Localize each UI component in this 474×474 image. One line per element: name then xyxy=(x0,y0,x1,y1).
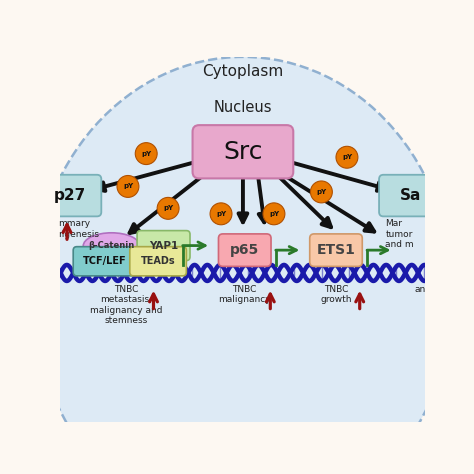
Text: Sa: Sa xyxy=(400,188,421,203)
Text: TEADs: TEADs xyxy=(141,256,175,266)
Circle shape xyxy=(117,175,139,197)
Text: pY: pY xyxy=(163,205,173,211)
FancyBboxPatch shape xyxy=(310,234,362,266)
Ellipse shape xyxy=(33,57,453,474)
Text: p27: p27 xyxy=(54,188,86,203)
FancyBboxPatch shape xyxy=(73,246,135,276)
Text: YAP1: YAP1 xyxy=(149,241,178,251)
Text: an: an xyxy=(414,285,426,294)
FancyBboxPatch shape xyxy=(137,231,190,261)
Circle shape xyxy=(210,203,232,225)
Text: Mar
tumor
and m: Mar tumor and m xyxy=(385,219,414,249)
Text: mmary
rigenesis: mmary rigenesis xyxy=(59,219,100,239)
Text: TNBC
metastasis,
malignancy and
stemness: TNBC metastasis, malignancy and stemness xyxy=(90,285,163,325)
Text: pY: pY xyxy=(216,211,226,217)
Circle shape xyxy=(135,143,157,164)
FancyBboxPatch shape xyxy=(219,234,271,266)
Text: p65: p65 xyxy=(230,243,259,257)
Text: TCF/LEF: TCF/LEF xyxy=(82,256,126,266)
Text: Cytoplasm: Cytoplasm xyxy=(202,64,283,79)
Text: Src: Src xyxy=(223,140,263,164)
FancyBboxPatch shape xyxy=(379,175,443,216)
Circle shape xyxy=(336,146,358,168)
Text: pY: pY xyxy=(316,189,327,195)
Text: pY: pY xyxy=(141,151,151,156)
Text: TNBC
malignancy: TNBC malignancy xyxy=(219,285,271,304)
Text: pY: pY xyxy=(342,154,352,160)
Text: β-Catenin: β-Catenin xyxy=(89,241,135,250)
Text: ETS1: ETS1 xyxy=(317,243,356,257)
Text: pY: pY xyxy=(269,211,279,217)
FancyBboxPatch shape xyxy=(130,246,186,276)
FancyBboxPatch shape xyxy=(38,175,101,216)
Circle shape xyxy=(310,181,332,203)
Circle shape xyxy=(157,197,179,219)
Text: TNBC
growth: TNBC growth xyxy=(320,285,352,304)
FancyBboxPatch shape xyxy=(192,125,293,178)
Ellipse shape xyxy=(83,233,140,259)
Circle shape xyxy=(263,203,285,225)
Text: pY: pY xyxy=(123,183,133,190)
Text: Nucleus: Nucleus xyxy=(214,100,272,116)
